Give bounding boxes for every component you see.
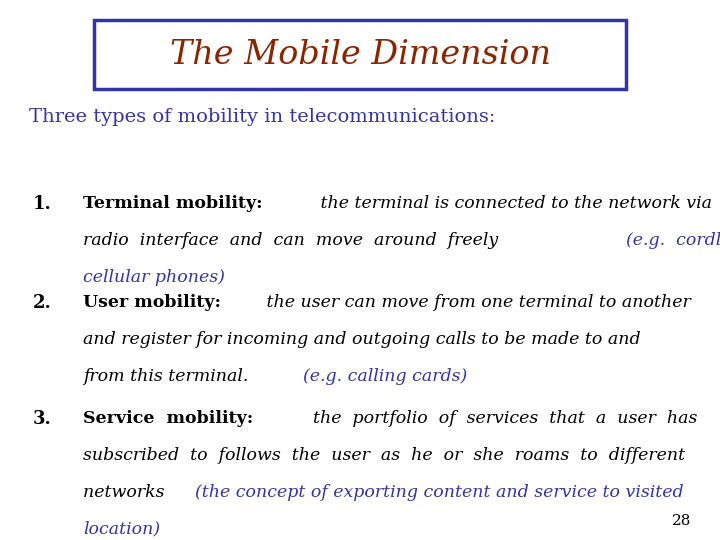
Text: The Mobile Dimension: The Mobile Dimension (169, 38, 551, 71)
Text: the terminal is connected to the network via: the terminal is connected to the network… (315, 195, 711, 212)
Text: Service  mobility:: Service mobility: (83, 410, 253, 427)
Text: cellular phones): cellular phones) (83, 269, 225, 286)
Text: 1.: 1. (32, 195, 51, 213)
Text: from this terminal.: from this terminal. (83, 368, 253, 384)
Text: 3.: 3. (32, 410, 51, 428)
Text: subscribed  to  follows  the  user  as  he  or  she  roams  to  different: subscribed to follows the user as he or … (83, 447, 685, 464)
Text: radio  interface  and  can  move  around  freely: radio interface and can move around free… (83, 232, 503, 249)
Text: (the concept of exporting content and service to visited: (the concept of exporting content and se… (195, 484, 684, 501)
Text: networks: networks (83, 484, 170, 501)
Text: Terminal mobility:: Terminal mobility: (83, 195, 262, 212)
Text: (e.g.  cordless  and: (e.g. cordless and (626, 232, 720, 249)
FancyBboxPatch shape (94, 20, 626, 89)
Text: and register for incoming and outgoing calls to be made to and: and register for incoming and outgoing c… (83, 331, 640, 348)
Text: the user can move from one terminal to another: the user can move from one terminal to a… (261, 294, 690, 311)
Text: 2.: 2. (32, 294, 51, 312)
Text: User mobility:: User mobility: (83, 294, 221, 311)
Text: Three types of mobility in telecommunications:: Three types of mobility in telecommunica… (29, 108, 495, 126)
Text: (e.g. calling cards): (e.g. calling cards) (303, 368, 467, 384)
Text: 28: 28 (672, 514, 691, 528)
Text: location): location) (83, 521, 160, 537)
Text: the  portfolio  of  services  that  a  user  has: the portfolio of services that a user ha… (302, 410, 698, 427)
